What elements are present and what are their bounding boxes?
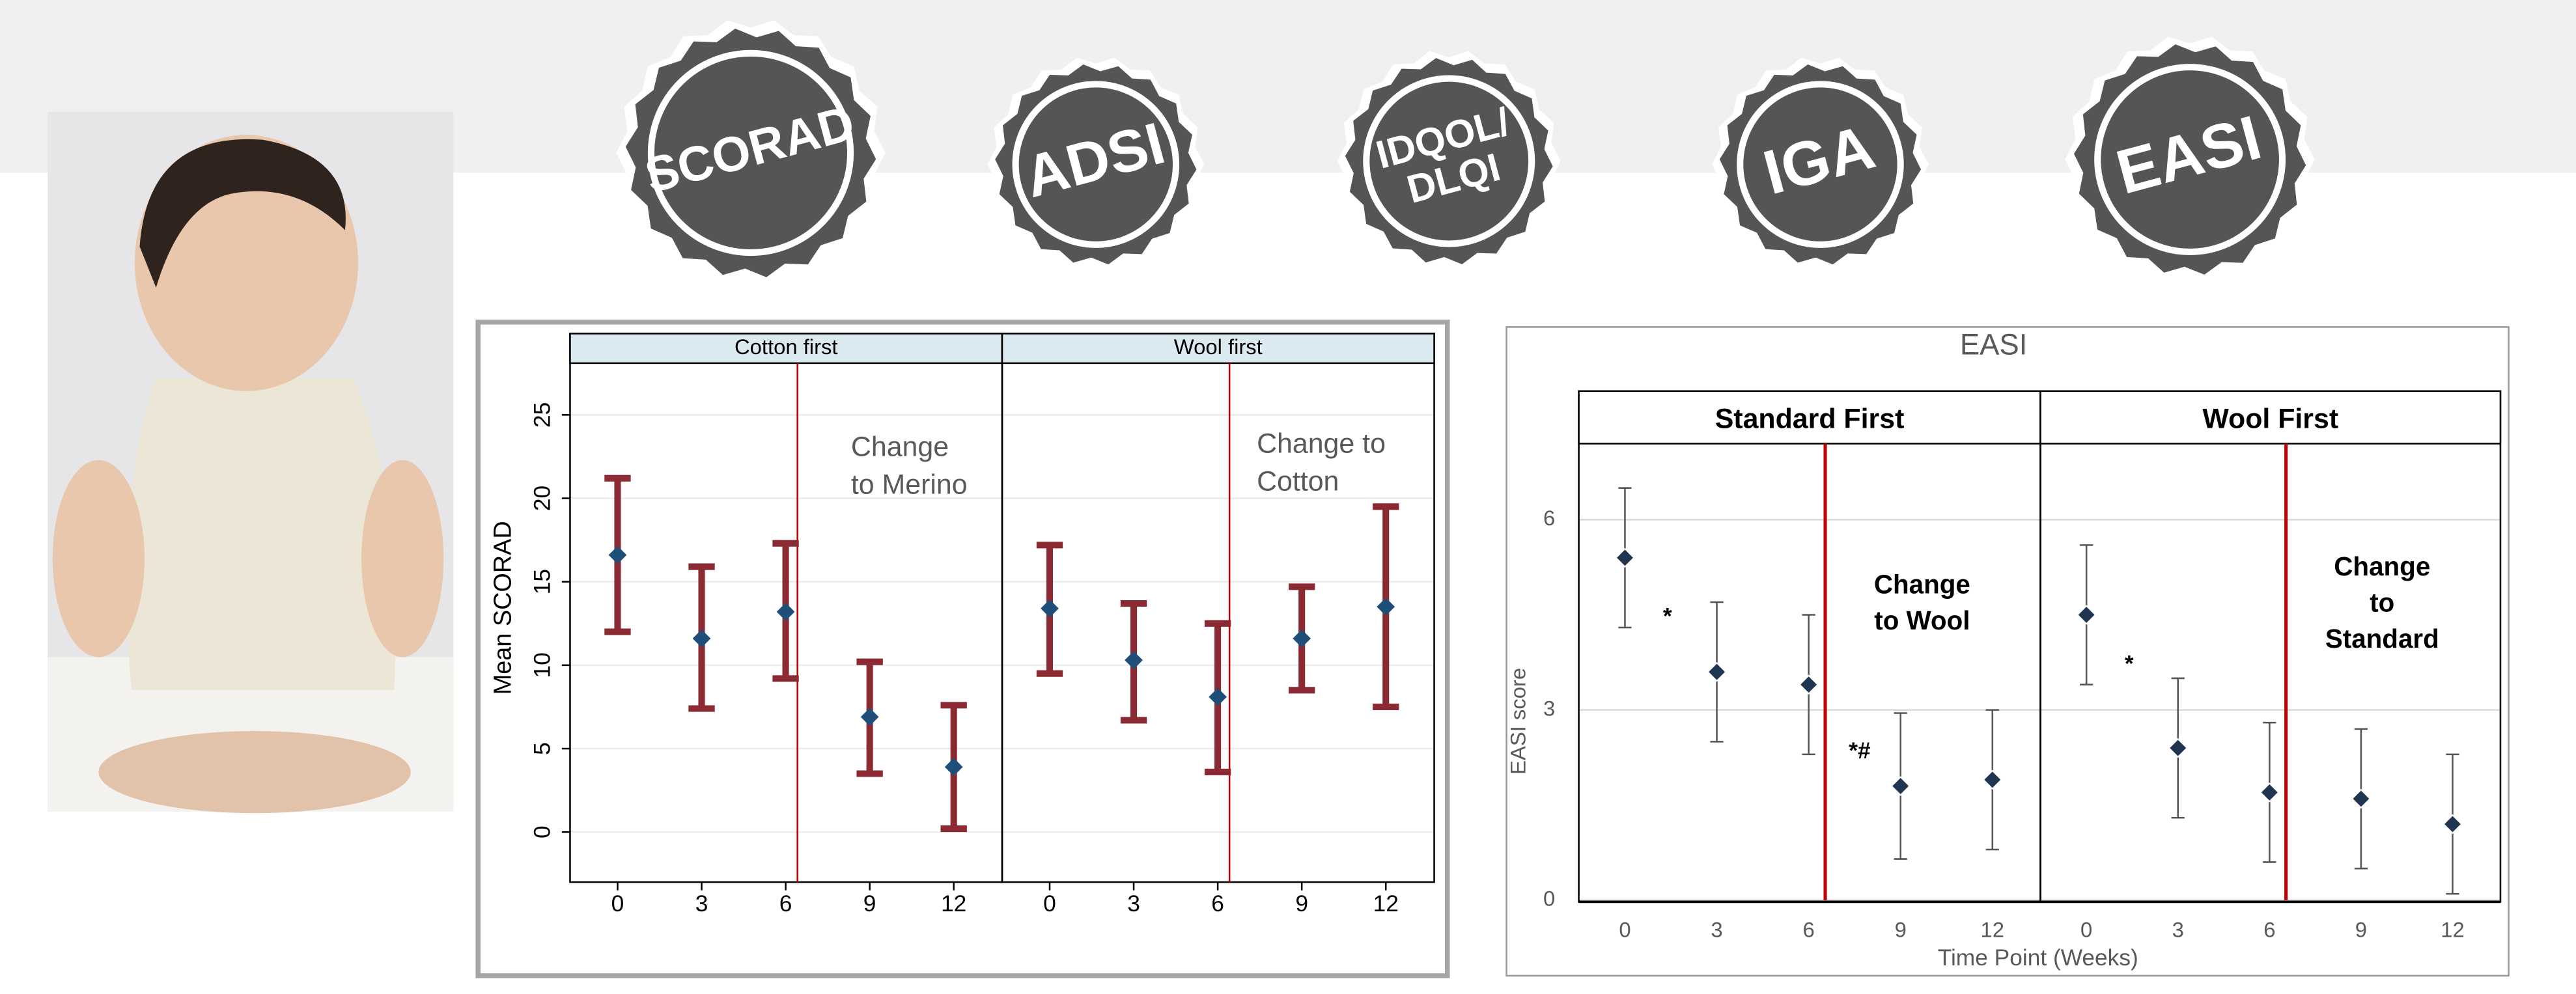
chart-frame — [475, 320, 1450, 978]
significance-marker: * — [1663, 603, 1672, 629]
badge: EASI — [2065, 36, 2315, 283]
x-tick-label: 9 — [1895, 917, 1907, 941]
mean-marker — [1890, 776, 1911, 796]
x-axis-label: Time Point (Weeks) — [1938, 945, 2138, 971]
mean-marker — [1707, 661, 1727, 682]
mean-marker — [2076, 605, 2097, 625]
mean-marker — [2351, 788, 2372, 809]
panel-strip — [1001, 333, 1435, 365]
badge-ring — [647, 49, 854, 256]
baby-photo — [48, 111, 454, 814]
x-tick-label: 0 — [611, 891, 624, 917]
annotation: Change to — [1257, 428, 1386, 459]
panel-strip — [2039, 390, 2502, 445]
x-tick-label: 9 — [2355, 917, 2367, 941]
badge-ring — [1737, 81, 1904, 248]
x-tick-label: 6 — [2263, 917, 2275, 941]
x-tick-label: 0 — [1619, 917, 1631, 941]
x-tick-label: 6 — [779, 891, 792, 917]
y-tick-label: 15 — [529, 569, 555, 594]
x-tick-label: 3 — [1127, 891, 1140, 917]
x-tick-label: 0 — [1043, 891, 1056, 917]
significance-marker: * — [2125, 651, 2134, 676]
x-tick-label: 6 — [1211, 891, 1224, 917]
panel-title: Wool First — [2202, 404, 2338, 435]
badge: SCORAD — [616, 20, 886, 286]
annotation: Change — [2334, 551, 2430, 581]
y-axis-label: EASI score — [1505, 668, 1530, 775]
annotation: Cotton — [1257, 465, 1339, 497]
annotation: to Wool — [1874, 605, 1970, 635]
mean-marker — [2260, 782, 2280, 803]
y-tick-label: 0 — [529, 825, 555, 838]
significance-marker: *# — [1849, 738, 1871, 764]
x-tick-label: 12 — [1373, 891, 1399, 917]
x-tick-label: 0 — [2080, 917, 2092, 941]
panel-title: Wool first — [1174, 335, 1263, 359]
annotation: Standard — [2325, 624, 2439, 654]
mean-marker — [1377, 598, 1395, 616]
y-axis-label: Mean SCORAD — [490, 521, 517, 695]
badge: IGA — [1711, 57, 1929, 271]
badge-ring — [1363, 75, 1535, 247]
y-tick-label: 25 — [529, 402, 555, 428]
annotation: to Merino — [851, 469, 968, 500]
y-tick-label: 20 — [529, 486, 555, 511]
x-tick-label: 3 — [695, 891, 708, 917]
badge: IDQOL/DLQI — [1337, 51, 1561, 271]
annotation: to — [2370, 587, 2394, 617]
y-tick-label: 10 — [529, 652, 555, 678]
x-tick-label: 6 — [1803, 917, 1815, 941]
mean-marker — [2168, 738, 2189, 758]
mean-marker — [1041, 599, 1059, 618]
mean-marker — [1615, 547, 1635, 568]
annotation: Change — [1874, 570, 1970, 600]
chart-title: EASI — [1960, 328, 2027, 361]
badge-ring — [1012, 81, 1180, 248]
x-tick-label: 9 — [1295, 891, 1308, 917]
y-tick-label: 6 — [1543, 506, 1555, 530]
x-tick-label: 12 — [2441, 917, 2464, 941]
mean-marker — [2443, 814, 2463, 835]
badge: ADSI — [987, 57, 1205, 271]
x-tick-label: 9 — [863, 891, 876, 917]
y-tick-label: 0 — [1543, 887, 1555, 911]
panel-title: Cotton first — [735, 335, 838, 359]
y-tick-label: 3 — [1543, 696, 1555, 720]
badge-ring — [2094, 64, 2286, 255]
y-tick-label: 5 — [529, 742, 555, 755]
x-tick-label: 12 — [1981, 917, 2004, 941]
mean-marker — [1982, 769, 2003, 790]
panel-title: Standard First — [1715, 404, 1905, 435]
x-tick-label: 3 — [2172, 917, 2184, 941]
x-tick-label: 12 — [941, 891, 966, 917]
panel-strip — [569, 333, 1003, 365]
mean-marker — [1799, 674, 1819, 695]
annotation: Change — [851, 431, 949, 462]
x-tick-label: 3 — [1711, 917, 1722, 941]
